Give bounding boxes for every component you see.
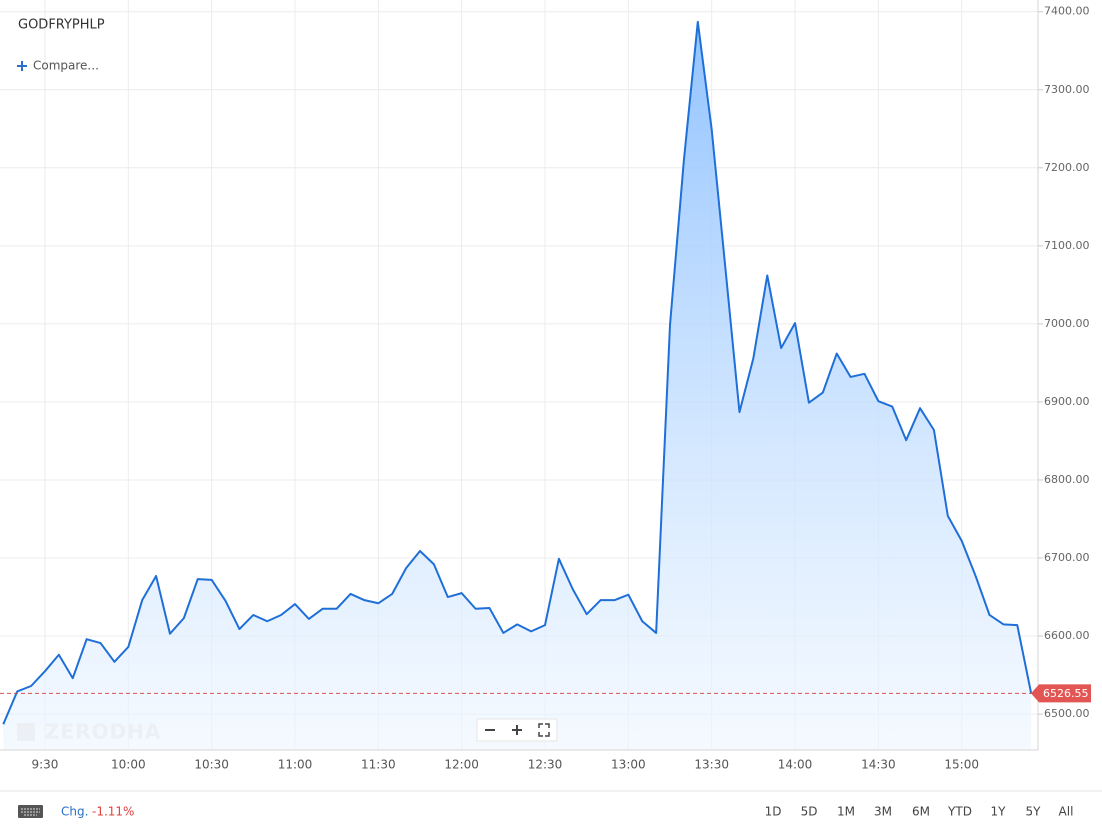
change-label: Chg. (61, 805, 88, 819)
x-tick-label: 11:30 (361, 758, 396, 772)
x-tick-label: 14:30 (861, 758, 896, 772)
symbol-title: GODFRYPHLP (18, 18, 105, 33)
x-tick-label: 15:00 (944, 758, 979, 772)
range-button[interactable]: All (1059, 805, 1074, 819)
last-price-tag (1031, 684, 1091, 703)
fullscreen[interactable] (538, 723, 550, 737)
y-tick-label: 7300.00 (1044, 83, 1090, 96)
keyboard-button[interactable] (18, 805, 43, 818)
x-tick-label: 12:00 (444, 758, 479, 772)
plot (2, 20, 1033, 750)
y-tick-label: 6700.00 (1044, 551, 1090, 564)
compare-label[interactable]: Compare... (33, 59, 99, 73)
compare-icon (17, 61, 27, 71)
range-button[interactable]: 5D (801, 805, 818, 819)
price-line (2, 20, 1033, 725)
range-button[interactable]: 3M (874, 805, 892, 819)
y-tick-label: 6900.00 (1044, 395, 1090, 408)
range-button[interactable]: 1Y (991, 805, 1007, 819)
zoom-in[interactable] (512, 725, 522, 735)
x-tick-label: 13:30 (694, 758, 729, 772)
y-tick-label: 7000.00 (1044, 317, 1090, 330)
y-tick-label: 7200.00 (1044, 161, 1090, 174)
x-tick-label: 12:30 (528, 758, 563, 772)
x-tick-label: 13:00 (611, 758, 646, 772)
keyboard-keys (21, 808, 40, 816)
x-tick-label: 10:00 (111, 758, 146, 772)
x-tick-label: 10:30 (194, 758, 229, 772)
last-price-label: 6526.55 (1043, 687, 1089, 700)
y-tick-label: 6800.00 (1044, 473, 1090, 486)
compare-button[interactable]: Compare... (17, 59, 99, 73)
range-buttons: 1D 5D 1M 3M 6M YTD 1Y 5Y All (765, 805, 1074, 819)
y-tick-label: 7100.00 (1044, 239, 1090, 252)
x-tick-label: 9:30 (31, 758, 58, 772)
zoom-controls (476, 718, 558, 742)
range-button[interactable]: YTD (947, 805, 972, 819)
change-value: -1.11% (92, 805, 134, 819)
y-tick-label: 7400.00 (1044, 5, 1090, 18)
y-tick-label: 6600.00 (1044, 629, 1090, 642)
x-tick-label: 14:00 (778, 758, 813, 772)
range-button[interactable]: 6M (912, 805, 930, 819)
watermark-logo (17, 723, 35, 741)
y-tick-label: 6500.00 (1044, 707, 1090, 720)
area-fill (3, 21, 1032, 750)
watermark: ZERODHA (45, 720, 161, 744)
x-tick-label: 11:00 (278, 758, 313, 772)
range-button[interactable]: 1M (837, 805, 855, 819)
range-button[interactable]: 5Y (1026, 805, 1042, 819)
range-button[interactable]: 1D (765, 805, 782, 819)
